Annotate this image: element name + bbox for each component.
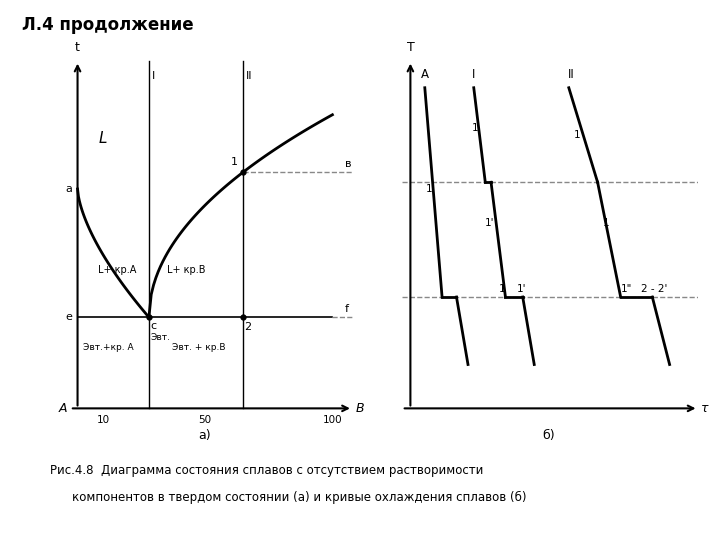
Text: 1: 1: [574, 130, 580, 140]
Text: 10: 10: [96, 415, 109, 425]
Text: Эвт.: Эвт.: [150, 333, 170, 342]
Text: в: в: [345, 159, 351, 168]
Text: Л.4 продолжение: Л.4 продолжение: [22, 16, 193, 34]
Text: 2 - 2': 2 - 2': [641, 284, 667, 294]
Text: L: L: [99, 131, 107, 146]
Text: 2: 2: [245, 322, 251, 332]
Text: I: I: [472, 68, 475, 81]
Text: 1: 1: [603, 218, 609, 228]
Text: компонентов в твердом состоянии (а) и кривые охлаждения сплавов (б): компонентов в твердом состоянии (а) и кр…: [72, 491, 526, 504]
Text: Эвт. + кр.B: Эвт. + кр.B: [172, 343, 225, 352]
Text: II: II: [568, 68, 575, 81]
Text: a: a: [66, 184, 73, 194]
Text: 50: 50: [199, 415, 212, 425]
Text: 1: 1: [231, 157, 238, 167]
Text: 1: 1: [472, 123, 478, 133]
Text: c: c: [150, 321, 156, 330]
Text: e: e: [66, 312, 73, 322]
Text: 1: 1: [499, 284, 505, 294]
Text: T: T: [407, 41, 414, 54]
Text: t: t: [75, 41, 80, 54]
Text: 1': 1': [517, 284, 526, 294]
Text: I: I: [151, 71, 155, 81]
Text: B: B: [356, 402, 364, 415]
Text: а): а): [199, 429, 211, 442]
Text: 1: 1: [426, 184, 432, 194]
Text: L+ кр.B: L+ кр.B: [167, 265, 205, 275]
Text: f: f: [345, 304, 349, 314]
Text: б): б): [542, 429, 555, 442]
Text: L+ кр.A: L+ кр.A: [98, 265, 136, 275]
Text: 1": 1": [621, 284, 632, 294]
Text: A: A: [420, 68, 429, 81]
Text: A: A: [59, 402, 68, 415]
Text: 1': 1': [485, 218, 494, 228]
Text: τ: τ: [701, 402, 708, 415]
Text: Эвт.+кр. A: Эвт.+кр. A: [83, 343, 133, 352]
Text: 100: 100: [323, 415, 342, 425]
Text: II: II: [246, 71, 252, 81]
Text: Рис.4.8  Диаграмма состояния сплавов с отсутствием растворимости: Рис.4.8 Диаграмма состояния сплавов с от…: [50, 464, 484, 477]
